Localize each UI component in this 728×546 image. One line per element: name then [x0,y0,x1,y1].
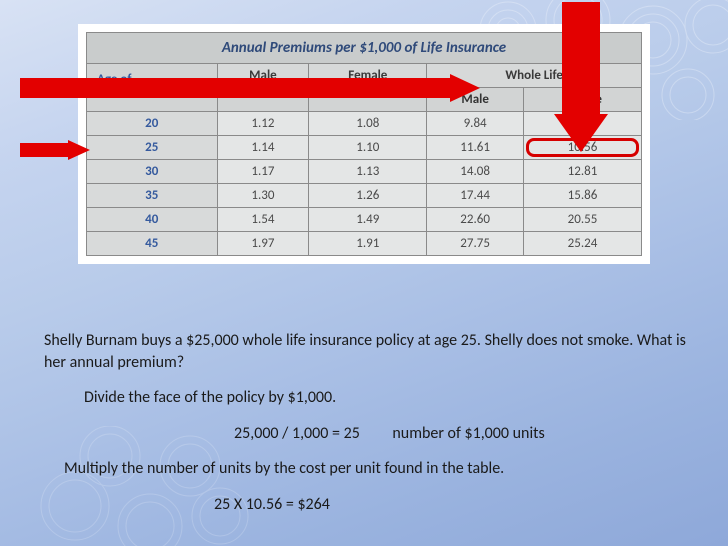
table-row: 301.171.1314.0812.81 [87,160,642,184]
cell-value: 1.12 [217,112,309,136]
cell-value: 1.10 [309,136,427,160]
cell-value: 9.84 [427,112,524,136]
age-header-text: Age ofInsured [97,72,138,102]
highlight-box [526,138,639,157]
cell-value: 1.54 [217,208,309,232]
cell-value: 17.44 [427,184,524,208]
cell-value: 1.26 [309,184,427,208]
col-sub-term-male [217,88,309,112]
cell-value: 1.08 [309,112,427,136]
premium-table-container: Annual Premiums per $1,000 of Life Insur… [86,32,642,256]
col-header-term-female: Female [309,64,427,88]
cell-age: 30 [87,160,218,184]
cell-value: 25.24 [523,232,641,256]
problem-text: Shelly Burnam buys a $25,000 whole life … [44,330,698,373]
cell-value: 14.08 [427,160,524,184]
table-row: 401.541.4922.6020.55 [87,208,642,232]
cell-value: 20.55 [523,208,641,232]
step2-text: Multiply the number of units by the cost… [64,458,698,480]
table-row: 451.971.9127.7525.24 [87,232,642,256]
table-row: 251.141.1011.6110.56 [87,136,642,160]
cell-value: 27.75 [427,232,524,256]
table-row: 351.301.2617.4415.86 [87,184,642,208]
calc2-line: 25 X 10.56 = $264 [214,494,698,516]
cell-value: 11.61 [427,136,524,160]
arrow-to-row25 [20,140,90,160]
cell-value: 1.14 [217,136,309,160]
table-title: Annual Premiums per $1,000 of Life Insur… [87,33,642,64]
cell-value: 1.49 [309,208,427,232]
col-header-term-male: Male [217,64,309,88]
cell-value: 1.91 [309,232,427,256]
cell-value: 22.60 [427,208,524,232]
calc1-right: number of $1,000 units [392,424,544,443]
calc1-left: 25,000 / 1,000 = 25 [234,424,360,443]
cell-age: 35 [87,184,218,208]
table-row: 201.121.089.848.92 [87,112,642,136]
explanation-block: Shelly Burnam buys a $25,000 whole life … [44,330,698,530]
cell-value: 8.92 [523,112,641,136]
col-sub-term-female [309,88,427,112]
calc1-line: 25,000 / 1,000 = 25 number of $1,000 uni… [234,423,698,445]
premium-table-body: 201.121.089.848.92251.141.1011.6110.5630… [87,112,642,256]
cell-value: 1.30 [217,184,309,208]
cell-value: 1.17 [217,160,309,184]
cell-age: 45 [87,232,218,256]
step1-text: Divide the face of the policy by $1,000. [84,387,698,409]
col-header-whole-female: Female [523,88,641,112]
cell-age: 20 [87,112,218,136]
col-header-age: Age ofInsured [87,64,218,112]
col-superheader-wholelife: Whole Life [427,64,642,88]
cell-value: 15.86 [523,184,641,208]
cell-value: 12.81 [523,160,641,184]
premium-table: Annual Premiums per $1,000 of Life Insur… [86,32,642,256]
cell-value: 10.56 [523,136,641,160]
cell-age: 25 [87,136,218,160]
cell-age: 40 [87,208,218,232]
col-header-whole-male: Male [427,88,524,112]
cell-value: 1.97 [217,232,309,256]
cell-value: 1.13 [309,160,427,184]
